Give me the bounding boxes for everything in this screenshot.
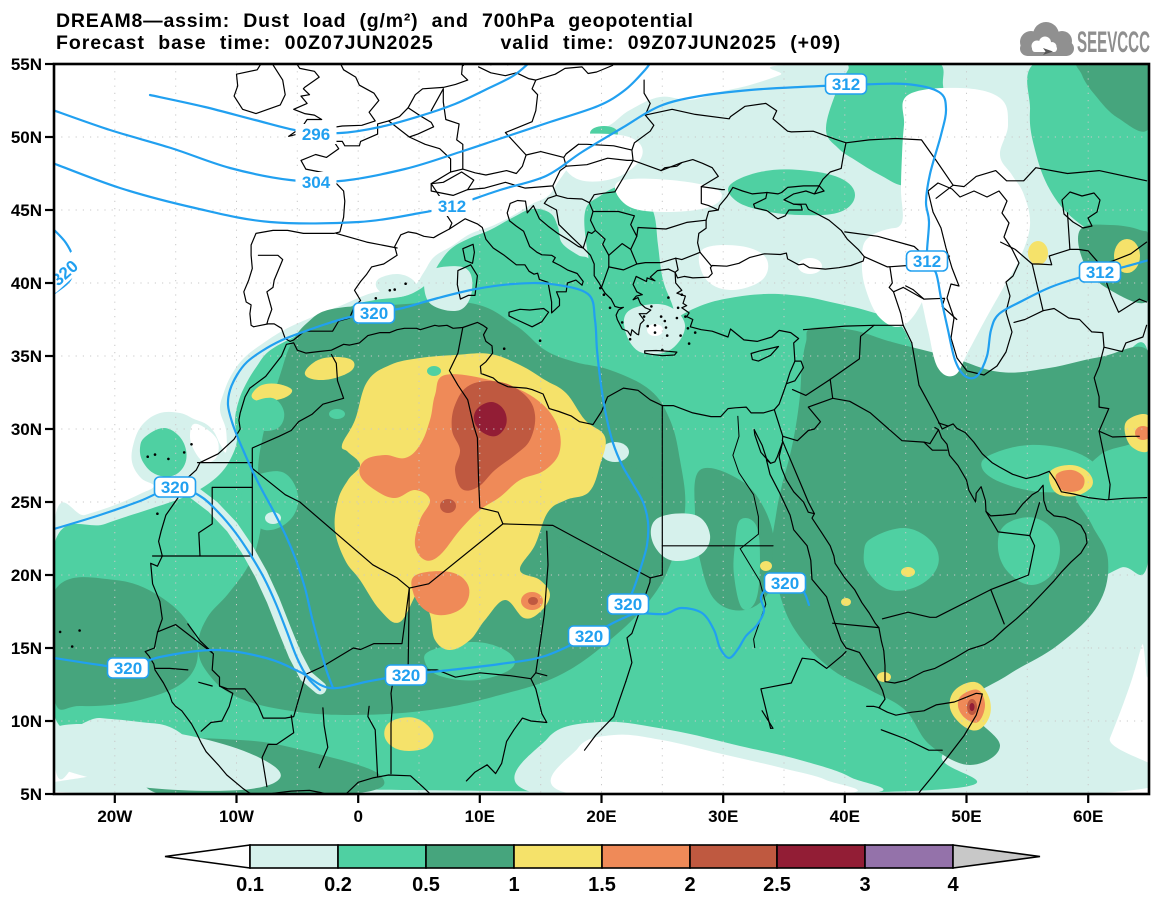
- svg-text:304: 304: [302, 173, 331, 192]
- svg-text:35N: 35N: [11, 347, 42, 366]
- svg-text:312: 312: [832, 75, 860, 94]
- svg-text:320: 320: [360, 304, 388, 323]
- svg-text:296: 296: [302, 125, 330, 144]
- svg-text:320: 320: [114, 659, 142, 678]
- svg-text:45N: 45N: [11, 201, 42, 220]
- svg-text:320: 320: [575, 627, 603, 646]
- svg-text:60E: 60E: [1073, 807, 1103, 826]
- svg-text:15N: 15N: [11, 639, 42, 658]
- svg-text:1.5: 1.5: [588, 874, 616, 896]
- svg-text:4: 4: [947, 874, 959, 896]
- svg-text:5N: 5N: [20, 785, 42, 804]
- svg-text:20W: 20W: [97, 807, 133, 826]
- svg-text:50E: 50E: [951, 807, 981, 826]
- svg-text:20N: 20N: [11, 566, 42, 585]
- svg-text:320: 320: [392, 666, 420, 685]
- svg-text:55N: 55N: [11, 55, 42, 74]
- svg-text:0.1: 0.1: [236, 874, 264, 896]
- svg-text:320: 320: [771, 574, 799, 593]
- svg-text:SEEVCCC: SEEVCCC: [1077, 26, 1150, 59]
- svg-text:40E: 40E: [830, 807, 860, 826]
- svg-text:25N: 25N: [11, 493, 42, 512]
- svg-text:0.2: 0.2: [324, 874, 352, 896]
- svg-text:10E: 10E: [465, 807, 495, 826]
- svg-text:30N: 30N: [11, 420, 42, 439]
- svg-text:2.5: 2.5: [763, 874, 791, 896]
- svg-text:312: 312: [1086, 263, 1114, 282]
- svg-text:Forecast base time: 00Z07JUN20: Forecast base time: 00Z07JUN2025 valid t…: [56, 32, 841, 54]
- svg-text:320: 320: [161, 478, 189, 497]
- svg-text:20E: 20E: [586, 807, 616, 826]
- svg-text:50N: 50N: [11, 128, 42, 147]
- svg-text:312: 312: [438, 197, 466, 216]
- svg-text:320: 320: [614, 595, 642, 614]
- svg-text:10N: 10N: [11, 712, 42, 731]
- svg-text:10W: 10W: [219, 807, 255, 826]
- svg-text:40N: 40N: [11, 274, 42, 293]
- svg-text:2: 2: [684, 874, 695, 896]
- svg-text:30E: 30E: [708, 807, 738, 826]
- svg-text:312: 312: [913, 252, 941, 271]
- svg-text:3: 3: [859, 874, 870, 896]
- svg-text:0: 0: [353, 807, 362, 826]
- svg-text:0.5: 0.5: [412, 874, 440, 896]
- svg-text:DREAM8—assim: Dust load (g/m²): DREAM8—assim: Dust load (g/m²) and 700hP…: [56, 10, 694, 32]
- svg-text:1: 1: [508, 874, 519, 896]
